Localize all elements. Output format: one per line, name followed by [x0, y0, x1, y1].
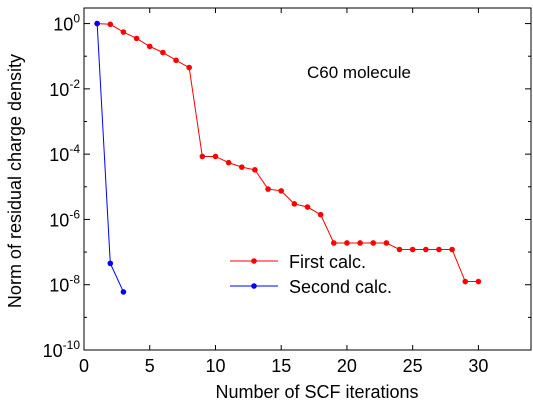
legend: First calc. Second calc.	[230, 252, 392, 297]
x-tick-label: 10	[205, 356, 225, 376]
plot-area-background	[84, 8, 531, 350]
data-point-first	[462, 278, 469, 285]
data-point-first	[160, 49, 166, 56]
x-tick-label: 15	[271, 356, 291, 376]
data-point-first	[317, 211, 324, 218]
x-axis-label: Number of SCF iterations	[215, 382, 418, 402]
chart-annotation: C60 molecule	[307, 63, 411, 82]
y-tick-label: 10-8	[49, 273, 80, 296]
data-point-first	[475, 278, 482, 285]
data-point-first	[173, 57, 179, 64]
plot-frame	[83, 7, 532, 351]
y-tick-label: 10-10	[43, 338, 81, 361]
x-tick-label: 5	[145, 356, 155, 376]
data-point-first	[133, 35, 140, 42]
data-point-first	[370, 240, 377, 246]
data-point-first	[252, 167, 258, 173]
y-tick-labels: 100 10-2 10-4 10-6 10-8 10-10	[43, 12, 81, 361]
data-point-first	[278, 188, 285, 194]
data-point-first	[357, 240, 363, 246]
data-point-first	[330, 240, 337, 246]
data-point-first	[291, 201, 298, 207]
data-point-first	[238, 164, 245, 170]
x-tick-labels: 0 5 10 15 20 25 30	[79, 356, 488, 376]
data-point-first	[199, 153, 206, 160]
data-point-second	[120, 289, 127, 295]
data-point-first	[186, 64, 192, 71]
data-point-first	[120, 29, 127, 35]
data-point-first	[409, 246, 416, 253]
data-point-first	[107, 21, 114, 28]
data-point-first	[396, 246, 403, 253]
x-tick-label: 0	[79, 356, 89, 376]
data-point-second	[94, 20, 100, 27]
data-point-first	[304, 204, 311, 210]
legend-label-second: Second calc.	[289, 277, 392, 297]
series-layer	[94, 20, 482, 295]
data-point-first	[383, 240, 390, 246]
legend-label-first: First calc.	[289, 252, 366, 272]
x-tick-label: 20	[337, 356, 357, 376]
x-tick-label: 30	[468, 356, 488, 376]
y-tick-label: 10-2	[49, 77, 80, 100]
data-point-first	[265, 186, 271, 192]
data-point-second	[107, 260, 114, 267]
data-point-first	[146, 43, 153, 50]
legend-marker-second	[251, 283, 257, 289]
y-tick-label: 10-4	[49, 142, 80, 165]
data-point-first	[344, 240, 350, 246]
y-tick-label: 100	[53, 12, 80, 35]
data-point-first	[225, 159, 232, 166]
y-axis-label: Norm of residual charge density	[5, 54, 25, 308]
legend-marker-first	[251, 258, 257, 264]
data-point-first	[423, 246, 429, 253]
y-tick-label: 10-6	[49, 207, 80, 230]
x-tick-label: 25	[403, 356, 423, 376]
data-point-first	[212, 153, 219, 160]
data-point-first	[436, 246, 442, 253]
data-point-first	[449, 246, 455, 253]
